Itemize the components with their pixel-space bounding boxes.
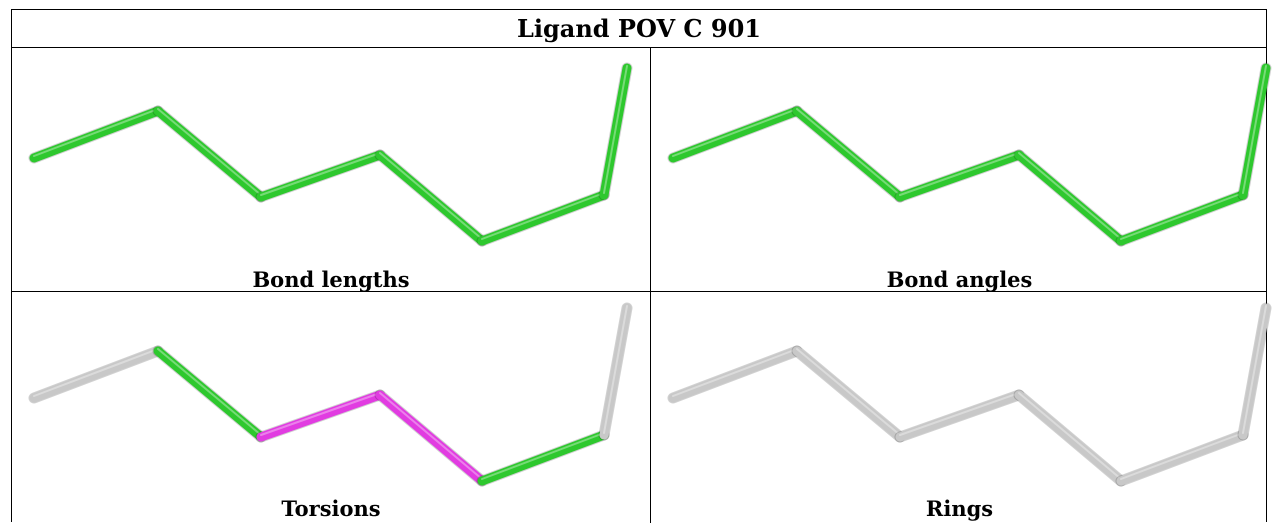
- bond-highlight: [157, 348, 262, 436]
- bond-3: [256, 390, 385, 442]
- bond-highlight: [899, 392, 1020, 436]
- bond-1: [29, 106, 163, 163]
- bond-6: [1238, 303, 1271, 440]
- bond-highlight: [1018, 392, 1122, 480]
- bond-highlight: [33, 348, 159, 397]
- caption-torsions: Torsions: [281, 496, 381, 521]
- molecule-torsions: [28, 302, 633, 487]
- bond-6: [599, 303, 632, 440]
- molecule-bond-lengths: [28, 62, 633, 247]
- bond-highlight: [260, 392, 381, 436]
- bond-highlight: [796, 108, 901, 196]
- bond-1: [668, 346, 802, 403]
- bond-highlight: [603, 65, 628, 194]
- bond-highlight: [1120, 432, 1244, 480]
- bond-highlight: [1242, 305, 1267, 434]
- bond-1: [668, 106, 802, 163]
- bond-5: [477, 430, 609, 486]
- bond-1: [29, 346, 163, 403]
- bond-6: [1238, 63, 1271, 200]
- molecule-bond-angles: [667, 62, 1272, 247]
- bond-4: [1014, 390, 1126, 486]
- bond-highlight: [603, 305, 628, 434]
- bond-highlight: [1242, 65, 1267, 194]
- bond-3: [895, 390, 1024, 442]
- panel-bond-lengths: Bond lengths: [12, 48, 650, 292]
- panel-bond-angles: Bond angles: [651, 48, 1272, 292]
- bond-5: [1116, 430, 1248, 486]
- caption-bond-lengths: Bond lengths: [252, 267, 410, 292]
- bond-highlight: [796, 348, 901, 436]
- bond-highlight: [1120, 192, 1244, 240]
- bond-4: [375, 150, 487, 246]
- caption-rings: Rings: [925, 496, 994, 521]
- bond-highlight: [260, 152, 381, 196]
- figure-title: Ligand POV C 901: [12, 10, 1266, 48]
- bond-2: [792, 106, 905, 202]
- bond-3: [895, 150, 1024, 202]
- bond-highlight: [379, 152, 483, 240]
- bond-2: [153, 106, 266, 202]
- bond-highlight: [481, 192, 605, 240]
- bond-highlight: [672, 108, 798, 157]
- bond-5: [477, 190, 609, 246]
- bond-2: [153, 346, 266, 442]
- figure-frame: Ligand POV C 901 Bond lengths Bond angle…: [11, 9, 1272, 523]
- panel-rings: Rings: [651, 292, 1272, 523]
- bond-5: [1116, 190, 1248, 246]
- bond-highlight: [1018, 152, 1122, 240]
- bond-6: [599, 63, 632, 200]
- bond-highlight: [157, 108, 262, 196]
- bond-highlight: [379, 392, 483, 480]
- row-divider: [12, 291, 1266, 292]
- bond-highlight: [672, 348, 798, 397]
- bond-3: [256, 150, 385, 202]
- molecule-rings: [667, 302, 1272, 487]
- bond-highlight: [33, 108, 159, 157]
- bond-4: [1014, 150, 1126, 246]
- bond-2: [792, 346, 905, 442]
- bond-highlight: [481, 432, 605, 480]
- bond-highlight: [899, 152, 1020, 196]
- column-divider: [650, 48, 651, 523]
- bond-4: [375, 390, 487, 486]
- panel-torsions: Torsions: [12, 292, 650, 523]
- caption-bond-angles: Bond angles: [886, 267, 1033, 292]
